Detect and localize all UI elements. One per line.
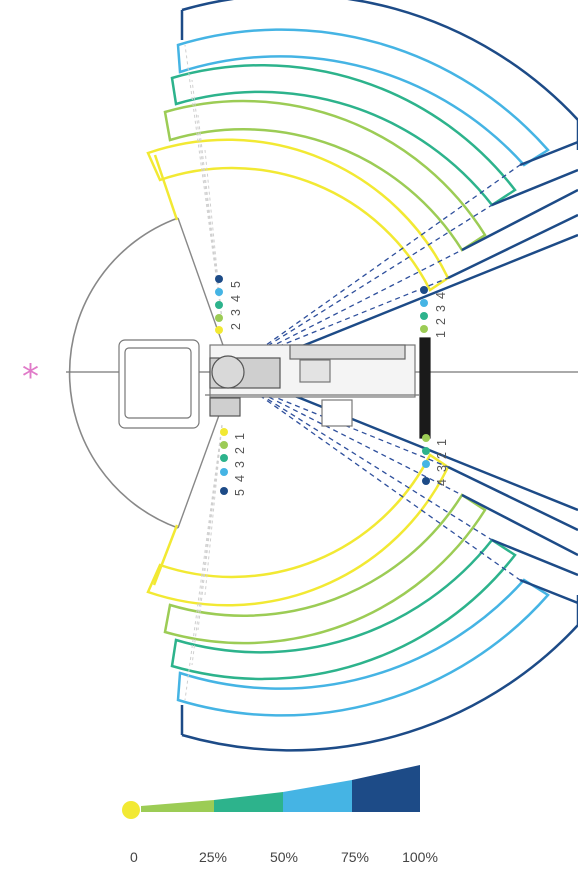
left-lower-label-2: 2	[233, 447, 247, 454]
asterisk-marker: *	[22, 357, 39, 397]
cutter-bar	[419, 337, 431, 439]
left-upper-label-3: 3	[229, 309, 243, 316]
left-lower-label-3: 3	[233, 461, 247, 468]
legend-label-25: 25%	[199, 849, 227, 865]
left-upper-label-5: 5	[229, 281, 243, 288]
left-band-100-bottom	[180, 595, 578, 752]
right-lower-label-4: 4	[435, 479, 449, 486]
machine-outline	[118, 337, 431, 439]
legend-label-50: 50%	[270, 849, 298, 865]
left-lower-label-5: 5	[233, 489, 247, 496]
right-lower-points: 1 2 3 4	[422, 434, 449, 486]
faint-guides	[184, 44, 223, 701]
right-upper-label-2: 2	[434, 318, 448, 325]
legend: 0 25% 50% 75% 100%	[122, 765, 438, 865]
right-lower-label-1: 1	[435, 439, 449, 446]
right-upper-label-3: 3	[434, 305, 448, 312]
left-upper-label-2: 2	[229, 323, 243, 330]
right-lower-label-2: 2	[435, 452, 449, 459]
left-lower-points: 1 2 3 4 5	[220, 428, 247, 496]
left-lower-label-1: 1	[233, 433, 247, 440]
left-band-50	[170, 63, 517, 207]
right-upper-label-4: 4	[434, 292, 448, 299]
dashed-reach-lines	[244, 164, 521, 581]
legend-label-0: 0	[130, 849, 138, 865]
legend-seg-75	[283, 780, 352, 812]
left-band-0-arc-bottom	[146, 453, 450, 607]
right-upper-points: 4 3 2 1	[420, 286, 448, 338]
right-upper-label-1: 1	[434, 331, 448, 338]
legend-seg-25	[141, 800, 214, 812]
legend-seg-50	[214, 792, 283, 812]
left-band-100	[180, 0, 578, 150]
left-band-0-arc	[146, 138, 450, 292]
left-lower-label-4: 4	[233, 475, 247, 482]
legend-label-100: 100%	[402, 849, 438, 865]
left-band-25	[163, 99, 487, 252]
left-band-50-bottom	[170, 538, 517, 681]
legend-dot-0	[122, 801, 140, 819]
left-band-0	[152, 154, 179, 586]
right-lower-label-3: 3	[435, 465, 449, 472]
left-band-25-bottom	[163, 493, 487, 645]
left-upper-points: 5 4 3 2	[215, 275, 243, 334]
legend-seg-100	[352, 765, 420, 812]
legend-label-75: 75%	[341, 849, 369, 865]
cab	[118, 339, 200, 429]
left-upper-label-4: 4	[229, 295, 243, 302]
